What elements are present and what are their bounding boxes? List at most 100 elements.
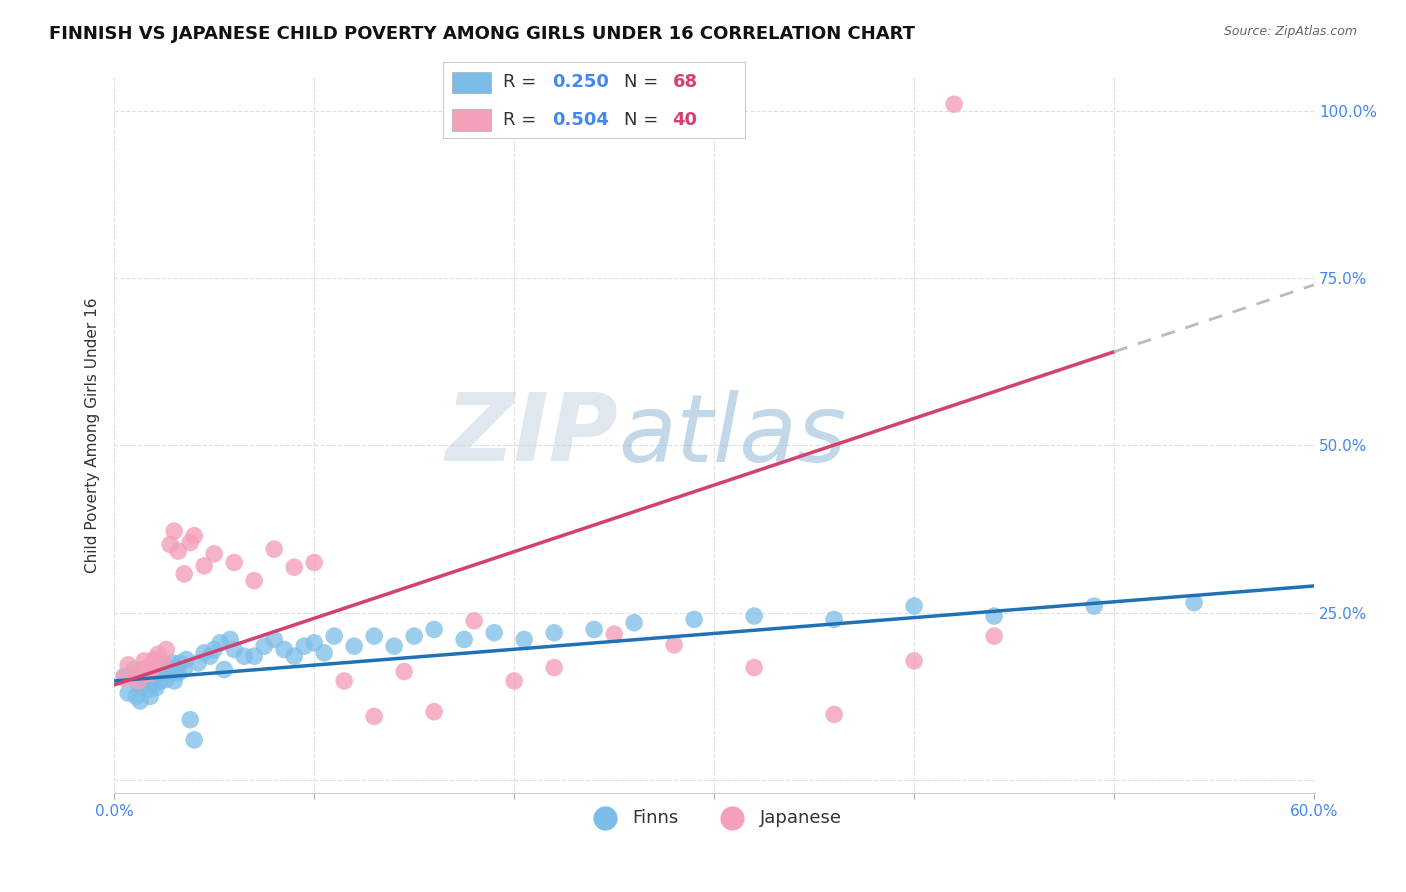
- Text: 0.250: 0.250: [551, 73, 609, 91]
- Point: [243, 574, 266, 588]
- Point: [148, 647, 170, 661]
- Bar: [451, 110, 491, 130]
- Text: Source: ZipAtlas.com: Source: ZipAtlas.com: [1223, 25, 1357, 38]
- Point: [343, 639, 366, 653]
- Point: [167, 665, 190, 680]
- Text: N =: N =: [624, 73, 664, 91]
- Text: atlas: atlas: [619, 390, 846, 481]
- Point: [1182, 596, 1205, 610]
- Text: FINNISH VS JAPANESE CHILD POVERTY AMONG GIRLS UNDER 16 CORRELATION CHART: FINNISH VS JAPANESE CHILD POVERTY AMONG …: [49, 25, 915, 43]
- Point: [148, 669, 170, 683]
- Point: [453, 632, 475, 647]
- Point: [302, 636, 325, 650]
- Point: [112, 671, 135, 685]
- Point: [134, 665, 156, 679]
- Point: [183, 732, 205, 747]
- Point: [903, 654, 925, 668]
- Point: [173, 663, 195, 677]
- Point: [150, 654, 173, 668]
- Point: [129, 694, 152, 708]
- Point: [159, 667, 181, 681]
- Point: [482, 625, 505, 640]
- Point: [187, 656, 209, 670]
- Point: [117, 686, 139, 700]
- Point: [163, 673, 186, 688]
- Point: [202, 642, 225, 657]
- Point: [149, 673, 172, 688]
- Point: [423, 623, 446, 637]
- Bar: [451, 71, 491, 93]
- Point: [155, 673, 177, 687]
- Point: [363, 709, 385, 723]
- Point: [122, 667, 145, 681]
- Point: [224, 556, 246, 570]
- Point: [463, 614, 485, 628]
- Point: [742, 660, 765, 674]
- Point: [392, 665, 415, 679]
- Point: [145, 681, 167, 695]
- Point: [623, 615, 645, 630]
- Point: [823, 707, 845, 722]
- Point: [404, 629, 426, 643]
- Point: [224, 642, 246, 657]
- Point: [157, 663, 180, 677]
- Point: [163, 524, 186, 538]
- Point: [603, 627, 626, 641]
- Point: [683, 612, 706, 626]
- Point: [543, 625, 565, 640]
- Point: [153, 657, 176, 672]
- Point: [202, 547, 225, 561]
- Point: [139, 665, 162, 680]
- Point: [513, 632, 536, 647]
- Point: [823, 612, 845, 626]
- Point: [198, 649, 221, 664]
- Point: [283, 560, 305, 574]
- Legend: Finns, Japanese: Finns, Japanese: [579, 802, 849, 834]
- Point: [314, 646, 336, 660]
- Point: [117, 657, 139, 672]
- Y-axis label: Child Poverty Among Girls Under 16: Child Poverty Among Girls Under 16: [86, 298, 100, 574]
- Point: [141, 656, 163, 670]
- Point: [302, 556, 325, 570]
- Point: [363, 629, 385, 643]
- Point: [143, 677, 166, 691]
- Text: R =: R =: [503, 73, 543, 91]
- Point: [333, 673, 356, 688]
- Point: [131, 679, 153, 693]
- Point: [131, 663, 153, 677]
- Point: [209, 636, 232, 650]
- Point: [263, 632, 285, 647]
- Point: [423, 705, 446, 719]
- Point: [143, 659, 166, 673]
- Point: [583, 623, 606, 637]
- Point: [136, 682, 159, 697]
- Point: [112, 669, 135, 683]
- Point: [136, 660, 159, 674]
- Point: [150, 664, 173, 678]
- Text: 68: 68: [672, 73, 697, 91]
- Point: [983, 609, 1005, 624]
- Point: [983, 629, 1005, 643]
- Point: [219, 632, 242, 647]
- Point: [253, 639, 276, 653]
- Point: [169, 656, 191, 670]
- Point: [173, 566, 195, 581]
- Point: [943, 97, 966, 112]
- Point: [292, 639, 315, 653]
- Point: [141, 673, 163, 687]
- Point: [167, 544, 190, 558]
- Point: [662, 638, 685, 652]
- Point: [742, 609, 765, 624]
- Point: [143, 652, 166, 666]
- Point: [125, 690, 148, 704]
- Point: [174, 652, 197, 666]
- Point: [135, 673, 157, 688]
- Point: [193, 646, 215, 660]
- Point: [183, 529, 205, 543]
- Point: [903, 599, 925, 613]
- Point: [165, 660, 187, 674]
- Point: [212, 663, 235, 677]
- Point: [179, 535, 201, 549]
- Point: [283, 649, 305, 664]
- Point: [160, 656, 183, 670]
